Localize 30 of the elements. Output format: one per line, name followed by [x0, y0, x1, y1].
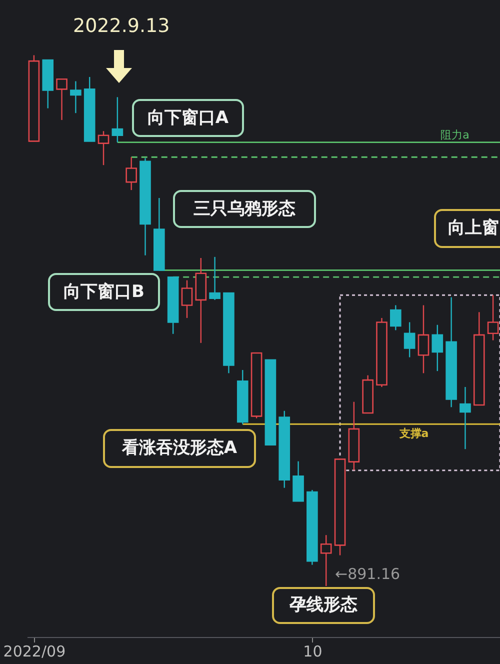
candlestick: [181, 280, 193, 319]
candlestick: [404, 322, 416, 358]
annotation: 向上窗: [448, 218, 499, 238]
annotation: 看涨吞没形态A: [122, 438, 238, 458]
callout-frame: 向上窗: [434, 209, 500, 248]
x-tick-label: 10: [303, 642, 322, 660]
callout-frame: 孕线形态: [272, 587, 375, 624]
text: 2022.9.13: [73, 15, 170, 37]
candlestick: [460, 386, 471, 450]
callout-frame: 三只乌鸦形态: [173, 190, 316, 228]
annotation: 向下窗口A: [147, 108, 229, 128]
candlestick: [432, 324, 444, 372]
ref-line-label: 阻力a: [440, 128, 470, 142]
candlestick: [418, 304, 430, 374]
annotation: ←891.16: [333, 565, 402, 583]
callout-frame: 向下窗口A: [132, 99, 244, 137]
candlestick: [126, 156, 137, 191]
candlestick: [390, 304, 402, 331]
ref-line-label: 支撑a: [398, 427, 429, 440]
candlestick: [70, 80, 82, 114]
callout-frame: 看涨吞没形态A: [103, 429, 256, 468]
candlestick: [209, 256, 220, 301]
annotation: 三只乌鸦形态: [194, 198, 296, 218]
candlestick: [56, 78, 68, 121]
candlestick: [320, 534, 332, 587]
annotation: 向下窗口B: [64, 282, 144, 302]
x-tick-label: 2022/09: [3, 642, 66, 660]
candlestick: [98, 130, 110, 166]
candlestick: [112, 96, 124, 143]
callout-frame: 向下窗口B: [48, 273, 160, 311]
